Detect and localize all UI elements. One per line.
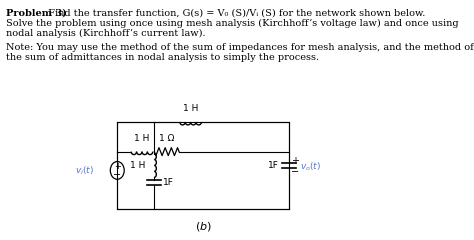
Text: 1 H: 1 H — [134, 134, 150, 143]
Text: 1 Ω: 1 Ω — [159, 134, 174, 143]
Text: 1 H: 1 H — [130, 161, 145, 170]
Text: Find the transfer function, G(s) = V₀ (S)/Vᵢ (S) for the network shown below.: Find the transfer function, G(s) = V₀ (S… — [45, 8, 425, 17]
Text: 1F: 1F — [268, 161, 279, 170]
Text: $v_o(t)$: $v_o(t)$ — [300, 160, 321, 173]
Text: Problem 3): Problem 3) — [6, 8, 67, 17]
Text: +: + — [114, 162, 121, 171]
Text: nodal analysis (Kirchhoff’s current law).: nodal analysis (Kirchhoff’s current law)… — [6, 29, 206, 38]
Text: +: + — [291, 156, 299, 166]
Text: 1 H: 1 H — [183, 104, 198, 113]
Bar — [117, 122, 289, 209]
Text: $(b)$: $(b)$ — [195, 220, 211, 233]
Text: −: − — [113, 170, 121, 180]
Text: Note: You may use the method of the sum of impedances for mesh analysis, and the: Note: You may use the method of the sum … — [6, 43, 474, 52]
Text: 1F: 1F — [163, 178, 173, 187]
Text: Solve the problem using once using mesh analysis (Kirchhoff’s voltage law) and o: Solve the problem using once using mesh … — [6, 19, 459, 28]
Text: −: − — [291, 167, 299, 177]
Text: the sum of admittances in nodal analysis to simply the process.: the sum of admittances in nodal analysis… — [6, 53, 319, 62]
Text: $v_i(t)$: $v_i(t)$ — [75, 164, 94, 177]
